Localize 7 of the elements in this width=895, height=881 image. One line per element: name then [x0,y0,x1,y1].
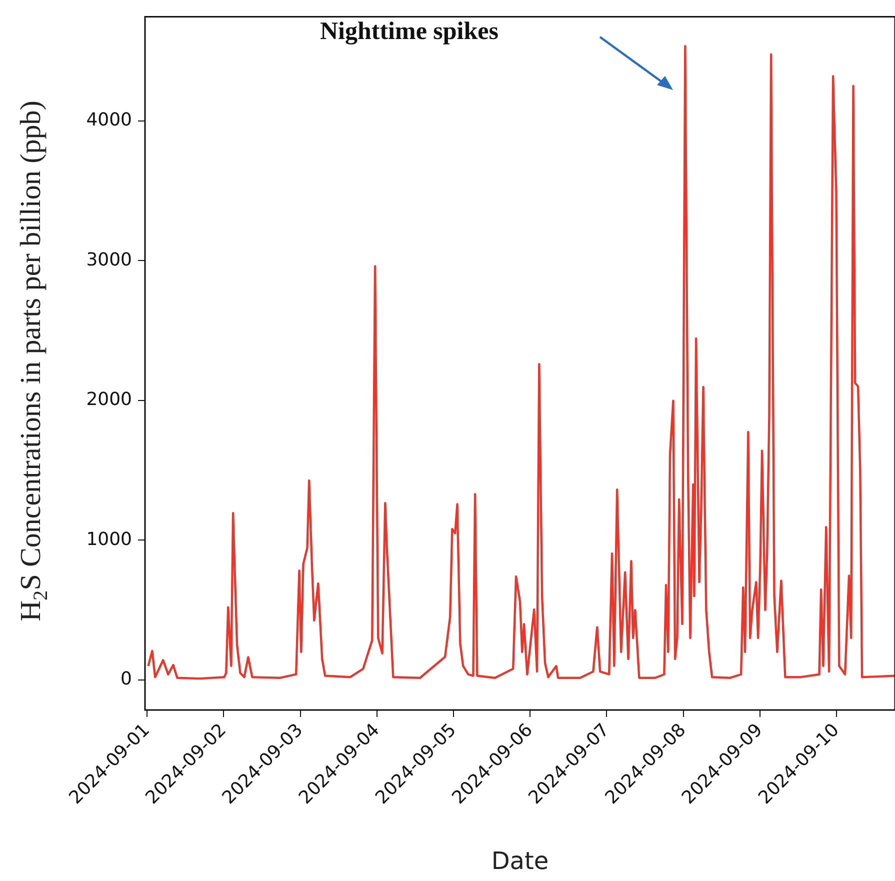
y-tick-label: 1000 [86,528,132,550]
annotation: Nighttime spikes [320,18,498,46]
y-tick-label: 3000 [86,249,132,270]
x-axis-title: Date [491,846,549,875]
y-tick-label: 2000 [86,389,132,410]
y-tick-label: 0 [120,668,132,690]
y-tick-label: 4000 [86,110,132,131]
